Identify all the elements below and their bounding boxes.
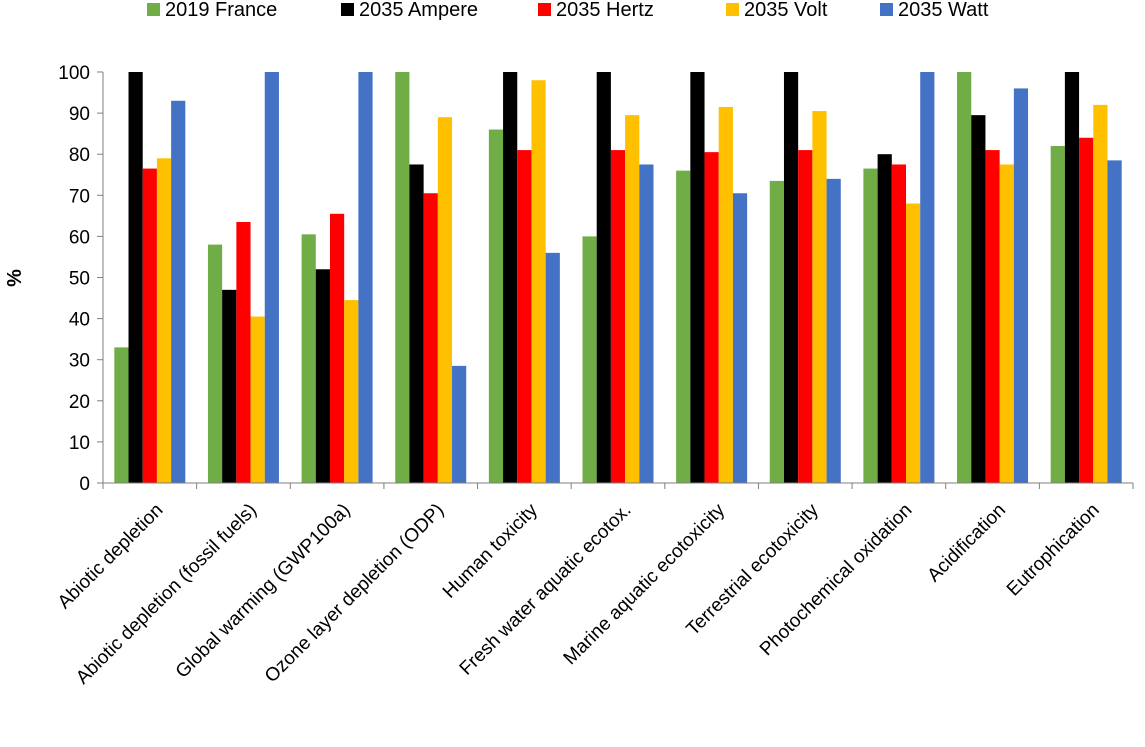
bar bbox=[625, 115, 640, 484]
bar bbox=[264, 72, 279, 483]
x-tick-label: Human toxicity bbox=[439, 499, 542, 602]
bar bbox=[812, 111, 827, 484]
y-tick-label: 60 bbox=[69, 227, 90, 248]
x-tick-label: Ozone layer depletion (ODP) bbox=[261, 500, 448, 687]
bar bbox=[315, 269, 330, 483]
y-tick-label: 70 bbox=[69, 186, 90, 207]
legend: 2019 France 2035 Ampere 2035 Hertz 2035 Vol… bbox=[147, 0, 989, 21]
bar bbox=[1050, 145, 1065, 484]
bar bbox=[488, 129, 504, 484]
bar bbox=[891, 164, 907, 483]
bar-groups bbox=[114, 72, 1122, 484]
bar bbox=[920, 72, 935, 483]
y-tick-label: 40 bbox=[69, 310, 90, 331]
bar bbox=[329, 213, 345, 484]
x-tick-label: Abiotic depletion (fossil fuels) bbox=[72, 500, 261, 689]
legend-swatch bbox=[538, 3, 551, 16]
bar bbox=[985, 150, 1000, 483]
bar bbox=[596, 72, 611, 483]
bar bbox=[1107, 160, 1122, 483]
legend-swatch bbox=[341, 3, 354, 16]
legend-label: 2035 Hertz bbox=[556, 0, 654, 21]
legend-swatch bbox=[147, 3, 160, 16]
bar bbox=[718, 106, 733, 483]
y-tick-label: 0 bbox=[79, 474, 90, 495]
bar bbox=[222, 289, 237, 483]
x-tick-label: Acidification bbox=[924, 500, 1011, 587]
bar bbox=[503, 72, 518, 483]
bar bbox=[1079, 137, 1094, 483]
bar bbox=[877, 154, 892, 483]
bar bbox=[957, 72, 972, 483]
bar bbox=[769, 180, 784, 484]
bar bbox=[863, 168, 878, 483]
y-tick-label: 80 bbox=[69, 145, 90, 166]
bar bbox=[250, 316, 265, 483]
y-tick-label: 30 bbox=[69, 351, 90, 372]
bar bbox=[437, 117, 453, 484]
bar bbox=[545, 252, 560, 483]
x-tick-label: Photochemical oxidation bbox=[756, 500, 916, 660]
bar bbox=[1064, 72, 1080, 483]
bar bbox=[690, 72, 705, 483]
bar bbox=[732, 193, 748, 483]
bar bbox=[301, 234, 316, 483]
legend-label: 2019 France bbox=[165, 0, 277, 21]
bar bbox=[452, 365, 467, 483]
legend-label: 2035 Ampere bbox=[359, 0, 478, 21]
y-tick-label: 90 bbox=[69, 104, 90, 125]
bar bbox=[358, 72, 373, 483]
y-axis-label: % bbox=[4, 269, 26, 287]
legend-label: 2035 Watt bbox=[898, 0, 989, 21]
x-tick-label: Marine aquatic ecotoxicity bbox=[560, 499, 730, 669]
y-tick-label: 20 bbox=[69, 392, 90, 413]
bar bbox=[610, 150, 626, 483]
x-tick-label: Fresh water aquatic ecotox. bbox=[456, 500, 636, 680]
legend-swatch bbox=[726, 3, 739, 16]
bar bbox=[395, 72, 410, 483]
bar bbox=[676, 170, 691, 483]
bar bbox=[906, 203, 921, 483]
bar bbox=[582, 236, 597, 483]
legend-swatch bbox=[880, 3, 893, 16]
y-tick-label: 50 bbox=[69, 269, 90, 290]
x-tick-label: Global warming (GWP100a) bbox=[172, 500, 355, 683]
bar bbox=[1013, 88, 1029, 483]
bar bbox=[114, 347, 129, 483]
bar bbox=[423, 193, 438, 483]
bar bbox=[783, 72, 799, 483]
bar bbox=[409, 164, 424, 483]
bar bbox=[517, 150, 532, 483]
bar bbox=[171, 100, 186, 484]
bar bbox=[826, 178, 841, 484]
bar bbox=[531, 80, 546, 483]
bar bbox=[1093, 104, 1108, 483]
bar bbox=[236, 222, 251, 483]
bar bbox=[207, 244, 223, 483]
bar bbox=[639, 164, 654, 483]
bar bbox=[128, 72, 143, 483]
x-tick-label: Eutrophication bbox=[1003, 500, 1104, 601]
legend-label: 2035 Volt bbox=[744, 0, 828, 21]
y-tick-label: 10 bbox=[69, 433, 90, 454]
bar bbox=[971, 115, 986, 484]
y-tick-label: 100 bbox=[58, 63, 90, 84]
bar bbox=[142, 168, 157, 483]
bar bbox=[156, 158, 172, 483]
bar bbox=[999, 164, 1014, 483]
bar bbox=[798, 150, 813, 483]
bar bbox=[704, 152, 719, 483]
bar bbox=[344, 300, 359, 483]
